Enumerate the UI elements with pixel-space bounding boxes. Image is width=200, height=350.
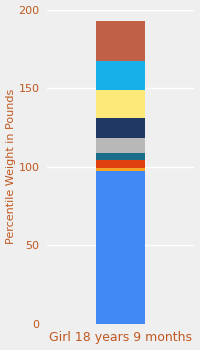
Bar xyxy=(96,138,145,153)
Bar xyxy=(96,118,145,138)
Y-axis label: Percentile Weight in Pounds: Percentile Weight in Pounds xyxy=(6,89,16,244)
Bar xyxy=(96,160,145,168)
Bar xyxy=(96,90,145,118)
Bar xyxy=(96,168,145,172)
Bar xyxy=(96,172,145,324)
Bar xyxy=(96,21,145,61)
Bar xyxy=(96,61,145,90)
Bar xyxy=(96,153,145,160)
